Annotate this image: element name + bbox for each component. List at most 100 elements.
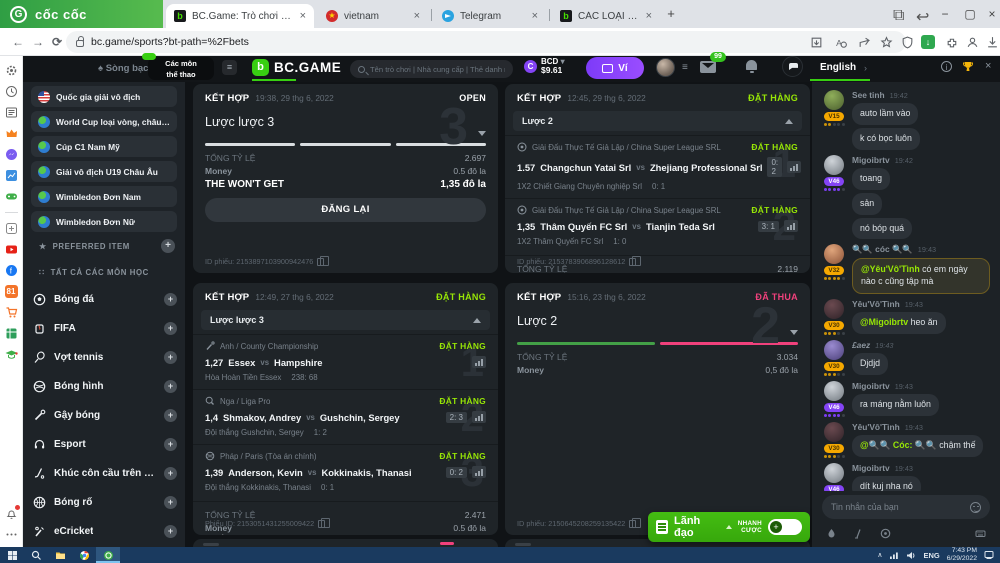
tab-telegram[interactable]: Telegram ×: [434, 4, 546, 28]
stats-icon[interactable]: [472, 411, 486, 423]
add-icon[interactable]: +: [164, 408, 177, 422]
menu-hamburger-icon[interactable]: ≡: [222, 60, 237, 75]
search-bar[interactable]: [350, 60, 513, 78]
new-tab-button[interactable]: +: [667, 6, 675, 21]
add-icon[interactable]: +: [164, 437, 177, 451]
sports-toggle[interactable]: Các môn thể thao: [142, 53, 214, 80]
search-input[interactable]: [370, 64, 505, 74]
currency-selector[interactable]: C BCD ▾ $9.61: [524, 57, 565, 76]
copy-icon[interactable]: [318, 517, 331, 528]
keyboard-icon[interactable]: [975, 528, 986, 539]
trophy-icon[interactable]: [962, 60, 974, 72]
sidebar-item-ice-hockey[interactable]: Khúc côn cầu trên băng +: [33, 462, 177, 484]
action-center-icon[interactable]: [984, 550, 994, 560]
add-icon[interactable]: +: [164, 466, 177, 480]
leaderboard-quickbet-button[interactable]: Lãnh đạo NHANH CƯỢC +: [648, 512, 810, 542]
coccoc-brand[interactable]: G cốc cốc: [0, 0, 163, 28]
sidebar-item-ecricket[interactable]: eCricket +: [33, 520, 177, 542]
facebook-icon[interactable]: f: [5, 264, 18, 277]
rewards-crown-icon[interactable]: [5, 127, 18, 140]
sidebar-item-league[interactable]: Wimbledon Đơn Nam: [31, 186, 177, 207]
slash-command-icon[interactable]: [853, 528, 864, 539]
profile-menu-icon[interactable]: ≡: [682, 62, 688, 73]
tab-close-icon[interactable]: ×: [531, 10, 538, 22]
tab-close-icon[interactable]: ×: [413, 10, 420, 22]
chat-room-icon[interactable]: [782, 56, 803, 77]
username[interactable]: £aez: [852, 340, 871, 351]
collapse-bar[interactable]: Lược lược 3: [201, 310, 490, 330]
save-page-icon[interactable]: [810, 36, 823, 49]
username[interactable]: See tinh: [852, 90, 885, 100]
translate-icon[interactable]: A: [834, 36, 847, 49]
copy-icon[interactable]: [317, 255, 330, 266]
avatar[interactable]: [824, 154, 844, 175]
share-icon[interactable]: [858, 36, 871, 49]
rain-feature-icon[interactable]: [826, 528, 837, 539]
url-bar[interactable]: [66, 31, 906, 53]
url-input[interactable]: [91, 36, 791, 48]
tab-close-icon[interactable]: ×: [299, 10, 306, 22]
chat-input[interactable]: [831, 502, 964, 512]
education-hat-icon[interactable]: [5, 348, 18, 361]
add-preferred-button[interactable]: +: [161, 239, 175, 253]
shopping-app-icon[interactable]: 81: [4, 285, 18, 298]
add-icon[interactable]: +: [164, 321, 177, 335]
user-avatar[interactable]: [656, 58, 675, 77]
add-icon[interactable]: +: [164, 379, 177, 393]
split-screen-icon[interactable]: ⧉: [893, 7, 905, 24]
avatar[interactable]: [824, 422, 844, 443]
window-minimize-button[interactable]: −: [941, 7, 949, 21]
sidebar-item-soccer[interactable]: Bóng đá +: [33, 288, 177, 310]
add-icon[interactable]: +: [164, 350, 177, 364]
bcgame-logo[interactable]: b BC.GAME: [252, 59, 341, 76]
emoji-icon[interactable]: [970, 501, 981, 513]
avatar[interactable]: [824, 299, 844, 320]
downloads-tray-icon[interactable]: [986, 36, 999, 49]
cart-icon[interactable]: [5, 306, 18, 319]
tray-chevron-icon[interactable]: ∧: [877, 552, 883, 559]
stats-icon[interactable]: [472, 466, 486, 478]
sidebar-item-tennis[interactable]: Vợt tennis +: [33, 346, 177, 368]
username[interactable]: Yêu'Vô'Tình: [852, 422, 900, 433]
spreadsheet-icon[interactable]: [5, 327, 18, 340]
messenger-icon[interactable]: [5, 148, 18, 161]
avatar[interactable]: [824, 381, 844, 402]
collapse-bar[interactable]: Lược 2: [513, 111, 802, 131]
shield-icon[interactable]: [901, 36, 914, 49]
file-explorer-icon[interactable]: [48, 547, 72, 563]
sidebar-item-league[interactable]: Cúp C1 Nam Mỹ: [31, 136, 177, 157]
username[interactable]: Yêu'Vô'Tình: [852, 299, 900, 310]
chrome-icon[interactable]: [72, 547, 96, 563]
sidebar-item-baseball[interactable]: Gậy bóng +: [33, 404, 177, 426]
rebet-button[interactable]: ĐĂNG LẠI: [205, 198, 486, 222]
stats-chart-icon[interactable]: [5, 169, 18, 182]
sidebar-item-ball-game[interactable]: Bóng hình +: [33, 375, 177, 397]
add-icon[interactable]: +: [164, 292, 177, 306]
tab-parts[interactable]: b CÁC LOẠI BỘ PHẬN THỂ TH ×: [552, 4, 660, 28]
chat-close-icon[interactable]: ×: [985, 60, 992, 72]
tab-vietnam[interactable]: ★ vietnam ×: [318, 4, 428, 28]
sidebar-item-league[interactable]: Wimbledon Đơn Nữ: [31, 211, 177, 232]
history-clock-icon[interactable]: [5, 85, 18, 98]
casino-toggle-label[interactable]: ♠ Sòng bạc: [98, 63, 149, 74]
sidebar-item-basketball[interactable]: Bóng rổ +: [33, 491, 177, 513]
sidebar-item-league[interactable]: Giải vô địch U19 Châu Âu: [31, 161, 177, 182]
more-ellipsis-icon[interactable]: [5, 528, 18, 541]
taskbar-search-icon[interactable]: [24, 547, 48, 563]
mention[interactable]: @🔍🔍 Cóc: 🔍🔍: [860, 440, 937, 451]
start-button[interactable]: [0, 547, 24, 563]
username[interactable]: 🔍🔍 cóc 🔍🔍: [852, 244, 913, 255]
quickbet-toggle[interactable]: +: [768, 519, 802, 535]
stats-icon[interactable]: [472, 356, 486, 368]
chat-language-selector[interactable]: English: [820, 62, 857, 73]
tab-bcgame[interactable]: b BC.Game: Trò chơi sòng bạc: ×: [166, 4, 314, 28]
username[interactable]: Migoibrtv: [852, 381, 890, 392]
games-gamepad-icon[interactable]: [5, 190, 18, 203]
taskbar-clock[interactable]: 7:43 PM 6/29/2022: [946, 546, 977, 562]
news-feed-icon[interactable]: [5, 106, 18, 119]
download-extension-icon[interactable]: ↓: [921, 35, 935, 49]
avatar[interactable]: [824, 463, 844, 484]
settings-gear-icon[interactable]: [5, 64, 18, 77]
copy-icon[interactable]: [629, 517, 642, 528]
reload-icon[interactable]: ⟳: [52, 35, 63, 49]
